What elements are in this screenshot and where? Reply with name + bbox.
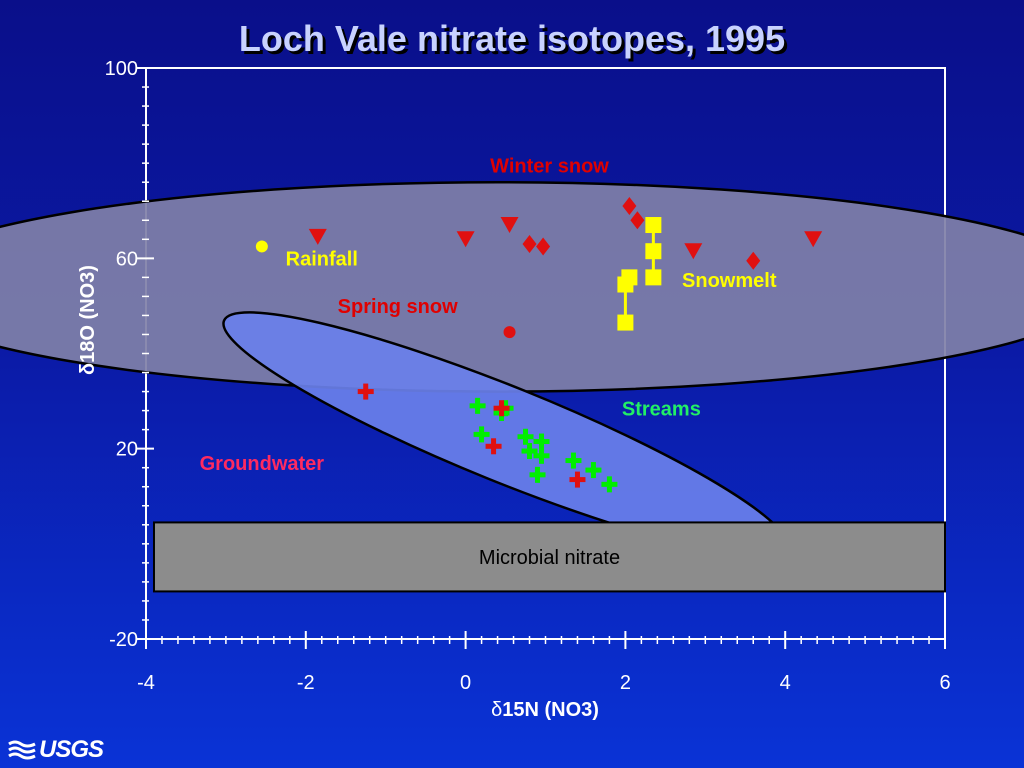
streams-plus-point-5 [533, 433, 550, 450]
streams-plus-point-7-v [539, 447, 545, 464]
source-ellipse [0, 180, 1024, 393]
groundwater-plus-point-0 [357, 383, 374, 400]
streams-plus-point-6-v [527, 443, 533, 460]
winter-snow-diamond-point-2 [622, 196, 637, 215]
streams-plus-point-7 [533, 447, 550, 464]
streams-plus-point-0 [469, 397, 486, 414]
streams-plus-point-6 [521, 443, 538, 460]
streams-plus-point-5-v [539, 433, 545, 450]
annotation-snowmelt: Snowmelt [682, 270, 777, 292]
x-tick-label: -2 [297, 672, 315, 694]
winter-snow-triangle-down-point-4 [804, 231, 823, 248]
x-tick-label: 2 [620, 672, 631, 694]
winter-snow-diamond-point-3 [630, 211, 645, 230]
streams-plus-point-0-v [475, 397, 481, 414]
x-tick-label: 4 [780, 672, 791, 694]
spring-snow-circle-point-0 [503, 326, 516, 339]
x-axis-label: δ15N (NO3) [491, 699, 599, 721]
streams-plus-point-11 [601, 476, 618, 493]
x-tick-label: 0 [460, 672, 471, 694]
snowmelt-square-point-1 [645, 243, 662, 260]
y-tick-label: -20 [109, 629, 138, 651]
streams-plus-point-8 [565, 452, 582, 469]
groundwater-plus-point-3 [569, 471, 586, 488]
winter-snow-triangle-down-point-2 [500, 217, 519, 234]
annotation-groundwater: Groundwater [200, 453, 325, 475]
annotation-spring-snow: Spring snow [338, 296, 458, 318]
rainfall-circle-point-0 [255, 240, 268, 253]
groundwater-plus-point-1 [493, 400, 510, 417]
streams-plus-point-4-v [523, 428, 529, 445]
streams-plus-point-10 [529, 466, 546, 483]
y-axis-label: δ18O (NO3) [77, 265, 99, 375]
groundwater-plus-point-1-v [499, 400, 505, 417]
winter-snow-triangle-down-point-3 [684, 243, 703, 260]
annotation-streams: Streams [622, 398, 701, 420]
snowmelt-square-point-2 [645, 269, 662, 286]
snowmelt-square-point-4 [617, 276, 634, 293]
groundwater-plus-point-3-v [574, 471, 580, 488]
microbial-nitrate-label: Microbial nitrate [479, 547, 620, 569]
y-tick-label: 20 [116, 439, 138, 461]
groundwater-plus-point-2 [485, 438, 502, 455]
x-axis-label-main: 15N (NO3) [502, 699, 599, 721]
streams-plus-point-3 [473, 426, 490, 443]
streams-plus-point-8-v [570, 452, 576, 469]
snowmelt-square-point-0 [645, 217, 662, 234]
streams-plus-point-4 [517, 428, 534, 445]
winter-snow-diamond-point-0 [522, 235, 537, 254]
usgs-wave-icon [8, 740, 36, 760]
x-axis-label-symbol: δ [491, 699, 502, 721]
groundwater-plus-point-0-v [363, 383, 369, 400]
streams-plus-point-11-v [606, 476, 612, 493]
microbial-nitrate-box [152, 521, 947, 593]
annotation-rainfall: Rainfall [286, 248, 358, 270]
winter-snow-triangle-down-point-0 [308, 228, 327, 245]
streams-plus-point-3-v [479, 426, 485, 443]
y-tick-label: 100 [105, 58, 138, 80]
usgs-logo: USGS [8, 736, 104, 764]
snowmelt-square-point-5 [617, 314, 634, 331]
chart-title: Loch Vale nitrate isotopes, 1995 [238, 18, 786, 59]
streams-plus-point-9-v [590, 462, 596, 479]
streams-plus-point-10-v [535, 466, 541, 483]
winter-snow-diamond-point-4 [746, 251, 761, 270]
x-tick-label: -4 [137, 672, 155, 694]
x-tick-label: 6 [939, 672, 950, 694]
winter-snow-triangle-down-point-1 [456, 231, 475, 248]
streams-plus-point-9 [585, 462, 602, 479]
winter-snow-diamond-point-1 [536, 237, 551, 256]
usgs-logo-text: USGS [39, 736, 104, 763]
y-tick-label: 60 [116, 248, 138, 270]
annotation-winter-snow: Winter snow [490, 156, 609, 178]
groundwater-plus-point-2-v [491, 438, 497, 455]
